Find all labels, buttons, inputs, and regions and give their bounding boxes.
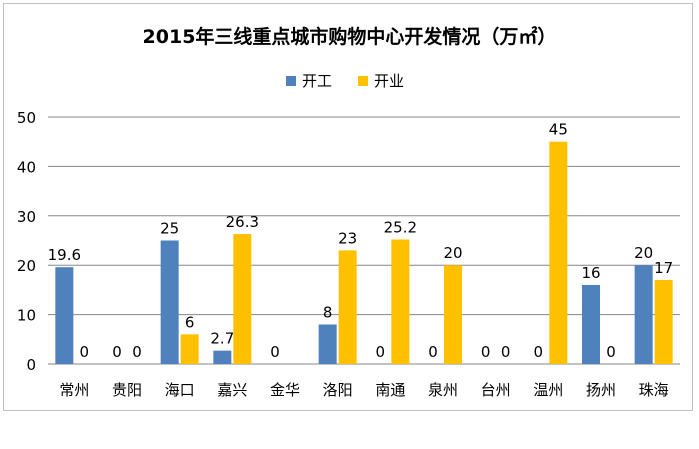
bar-series-2 [180, 334, 199, 364]
x-tick-label: 嘉兴 [217, 381, 247, 399]
bar-series-1 [634, 265, 653, 364]
data-label: 0 [428, 343, 438, 361]
y-tick-label: 10 [17, 307, 36, 325]
bar-series-1 [55, 267, 74, 364]
data-label: 0 [80, 343, 90, 361]
data-label: 45 [549, 121, 568, 139]
x-tick-label: 珠海 [639, 381, 669, 399]
y-tick-label: 30 [17, 208, 36, 226]
data-label: 0 [376, 343, 386, 361]
data-label: 0 [112, 343, 122, 361]
x-tick-label: 常州 [59, 381, 89, 399]
data-label: 0 [534, 343, 544, 361]
data-label: 17 [654, 259, 673, 277]
legend-swatch-series-1 [286, 75, 296, 86]
x-tick-label: 南通 [375, 381, 405, 399]
x-tick-label: 洛阳 [323, 381, 353, 399]
x-tick-label: 贵阳 [112, 381, 142, 399]
bar-series-1 [160, 240, 179, 364]
data-label: 2.7 [210, 330, 234, 348]
data-label: 0 [270, 343, 280, 361]
data-label: 0 [501, 343, 511, 361]
bar-series-2 [233, 234, 252, 364]
data-label: 16 [581, 264, 600, 282]
y-tick-label: 20 [17, 257, 36, 275]
chart-title: 2015年三线重点城市购物中心开发情况（万㎡） [142, 26, 557, 48]
x-tick-label: 海口 [165, 381, 195, 399]
bar-series-2 [338, 250, 357, 364]
x-tick-label: 扬州 [586, 381, 616, 399]
legend-label-series-2: 开业 [374, 72, 405, 90]
y-tick-label: 50 [17, 109, 36, 127]
bar-series-2 [654, 280, 673, 364]
data-label: 26.3 [226, 213, 259, 231]
data-label: 20 [443, 244, 462, 262]
data-label: 0 [481, 343, 491, 361]
legend-swatch-series-2 [358, 75, 369, 86]
legend-label-series-1: 开工 [302, 72, 333, 90]
data-label: 23 [338, 229, 357, 247]
bar-series-1 [213, 350, 232, 364]
data-label: 25.2 [384, 219, 417, 237]
data-label: 25 [160, 220, 179, 238]
bar-series-2 [444, 265, 462, 364]
data-label: 8 [323, 303, 333, 321]
bar-series-2 [549, 141, 568, 364]
y-tick-label: 40 [17, 158, 36, 176]
bar-series-1 [318, 324, 337, 364]
y-tick-label: 0 [26, 356, 36, 374]
chart-legend: 开工 开业 [286, 70, 404, 91]
data-label: 20 [634, 244, 653, 262]
legend-item-series-2: 开业 [358, 70, 404, 91]
data-label: 0 [132, 343, 142, 361]
x-tick-label: 温州 [533, 381, 563, 399]
data-label: 0 [606, 343, 616, 361]
x-tick-label: 台州 [481, 381, 511, 399]
x-tick-label: 泉州 [428, 381, 458, 399]
data-label: 19.6 [48, 246, 81, 264]
data-label: 6 [185, 313, 195, 331]
legend-item-series-1: 开工 [286, 70, 332, 91]
bar-series-1 [582, 284, 600, 364]
x-tick-label: 金华 [270, 381, 300, 399]
bar-series-2 [391, 239, 410, 364]
